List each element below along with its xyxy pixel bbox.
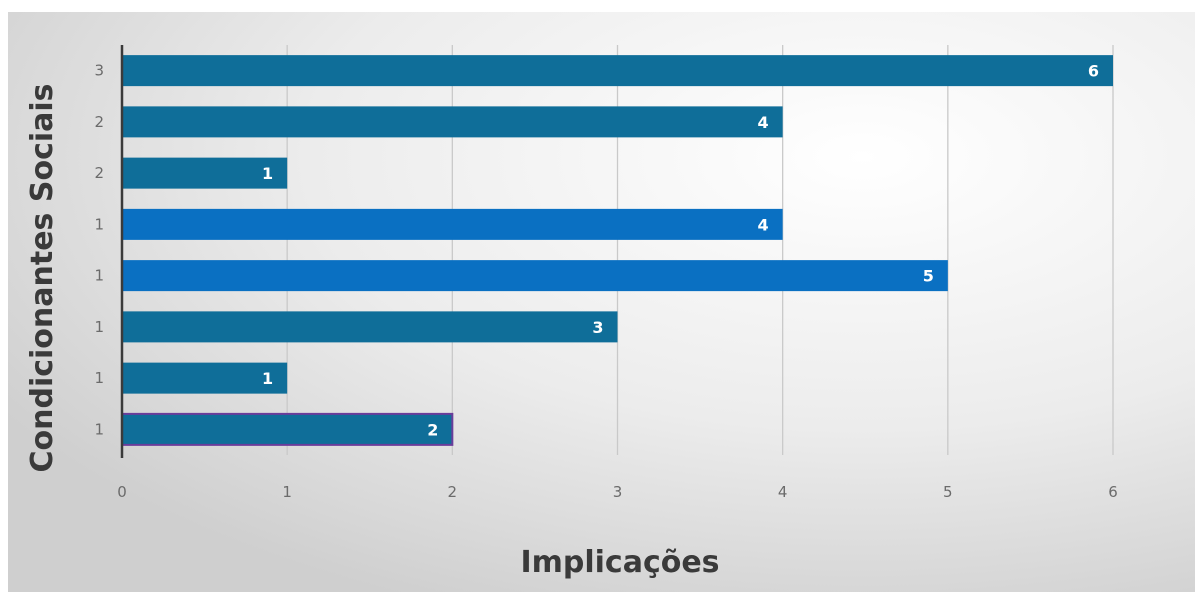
bar: [122, 208, 783, 240]
y-tick-label: 3: [94, 62, 104, 80]
x-axis-title: Implicações: [520, 545, 719, 580]
chart-background: [8, 12, 1195, 592]
x-tick-label: 6: [1108, 483, 1118, 501]
x-tick-label: 1: [282, 483, 292, 501]
x-tick-label: 0: [117, 483, 127, 501]
bar: [122, 260, 948, 292]
bar: [122, 106, 783, 138]
bar: [122, 55, 1113, 87]
y-tick-label: 2: [94, 113, 104, 131]
x-tick-label: 4: [778, 483, 788, 501]
x-tick-labels: 0 1 2 3 4 5 6: [117, 483, 1118, 501]
data-label: 4: [758, 113, 769, 132]
y-tick-label: 2: [94, 164, 104, 182]
data-label: 6: [1088, 62, 1099, 81]
bars: [121, 55, 1113, 446]
bar: [121, 412, 454, 446]
y-tick-label: 1: [94, 215, 104, 233]
data-label: 4: [758, 215, 769, 234]
data-label: 5: [923, 267, 934, 286]
y-tick-label: 1: [94, 267, 104, 285]
bar: [122, 157, 288, 189]
x-tick-label: 5: [943, 483, 953, 501]
y-tick-labels: 1 1 1 1 1 2 2 3: [94, 62, 104, 439]
data-label: 3: [592, 318, 603, 337]
data-label: 2: [427, 420, 438, 439]
data-label: 1: [262, 164, 273, 183]
bar: [122, 311, 618, 343]
data-label: 1: [262, 369, 273, 388]
y-tick-label: 1: [94, 369, 104, 387]
x-tick-label: 3: [613, 483, 623, 501]
bar: [122, 362, 288, 394]
y-tick-label: 1: [94, 318, 104, 336]
y-axis-title: Condicionantes Sociais: [25, 83, 60, 472]
data-labels: 2 1 3 5 4 1 4 6: [262, 62, 1099, 440]
y-tick-label: 1: [94, 420, 104, 438]
x-tick-label: 2: [448, 483, 458, 501]
